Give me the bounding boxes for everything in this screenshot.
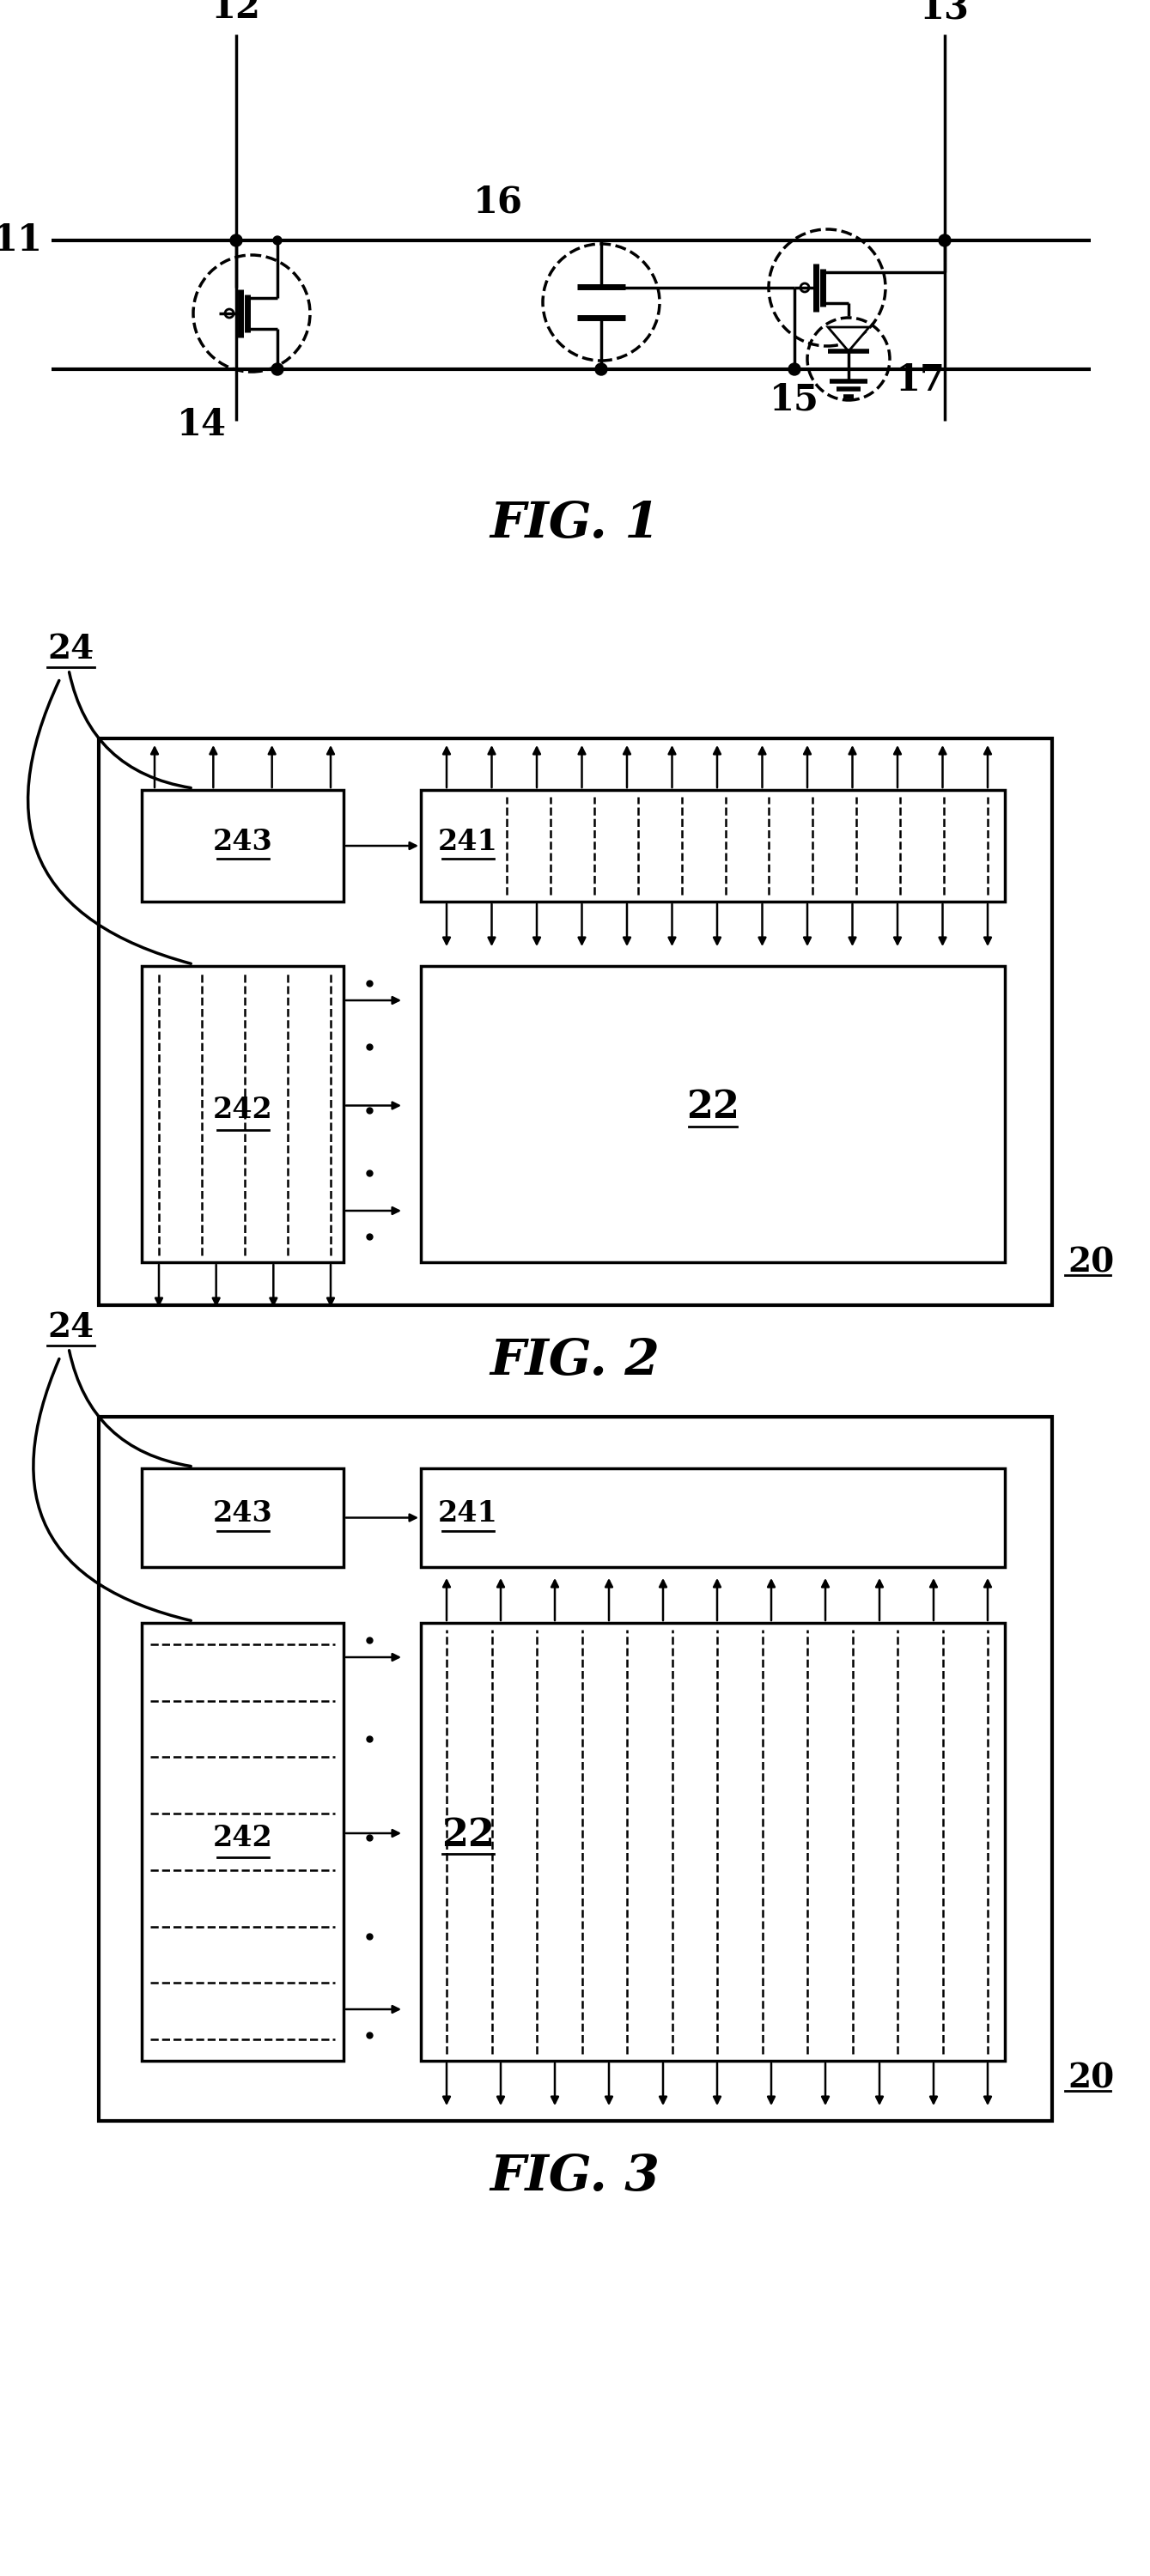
Bar — [99, 1417, 1052, 2120]
Text: 241: 241 — [438, 1499, 498, 1528]
Text: 17: 17 — [896, 363, 945, 399]
Text: 14: 14 — [177, 407, 227, 443]
Text: FIG. 3: FIG. 3 — [490, 2154, 660, 2200]
Bar — [141, 791, 344, 902]
Text: 11: 11 — [0, 222, 43, 258]
Bar — [141, 1623, 344, 2061]
Text: 22: 22 — [442, 1816, 494, 1855]
Text: 20: 20 — [1067, 1247, 1114, 1278]
Circle shape — [938, 234, 951, 247]
Text: 22: 22 — [687, 1090, 739, 1126]
Circle shape — [230, 234, 243, 247]
Text: 16: 16 — [474, 183, 523, 219]
Bar — [421, 791, 1005, 902]
Bar — [421, 966, 1005, 1262]
Text: 12: 12 — [212, 0, 261, 26]
Text: 242: 242 — [213, 1095, 273, 1123]
Polygon shape — [828, 327, 869, 350]
Text: 24: 24 — [47, 634, 94, 665]
Bar — [421, 1468, 1005, 1566]
Text: 241: 241 — [438, 827, 498, 855]
Circle shape — [596, 363, 607, 376]
Bar — [141, 966, 344, 1262]
Bar — [141, 1468, 344, 1566]
Text: 242: 242 — [213, 1824, 273, 1852]
Circle shape — [273, 237, 282, 245]
Text: 243: 243 — [213, 1499, 273, 1528]
Text: 243: 243 — [213, 827, 273, 855]
Circle shape — [789, 363, 800, 376]
Text: FIG. 1: FIG. 1 — [490, 500, 660, 549]
Text: 24: 24 — [47, 1311, 94, 1345]
Text: 20: 20 — [1067, 2061, 1114, 2094]
Bar — [99, 739, 1052, 1306]
Text: 15: 15 — [769, 381, 819, 417]
Text: FIG. 2: FIG. 2 — [490, 1337, 660, 1386]
Circle shape — [271, 363, 283, 376]
Bar — [421, 1623, 1005, 2061]
Text: 13: 13 — [920, 0, 969, 26]
